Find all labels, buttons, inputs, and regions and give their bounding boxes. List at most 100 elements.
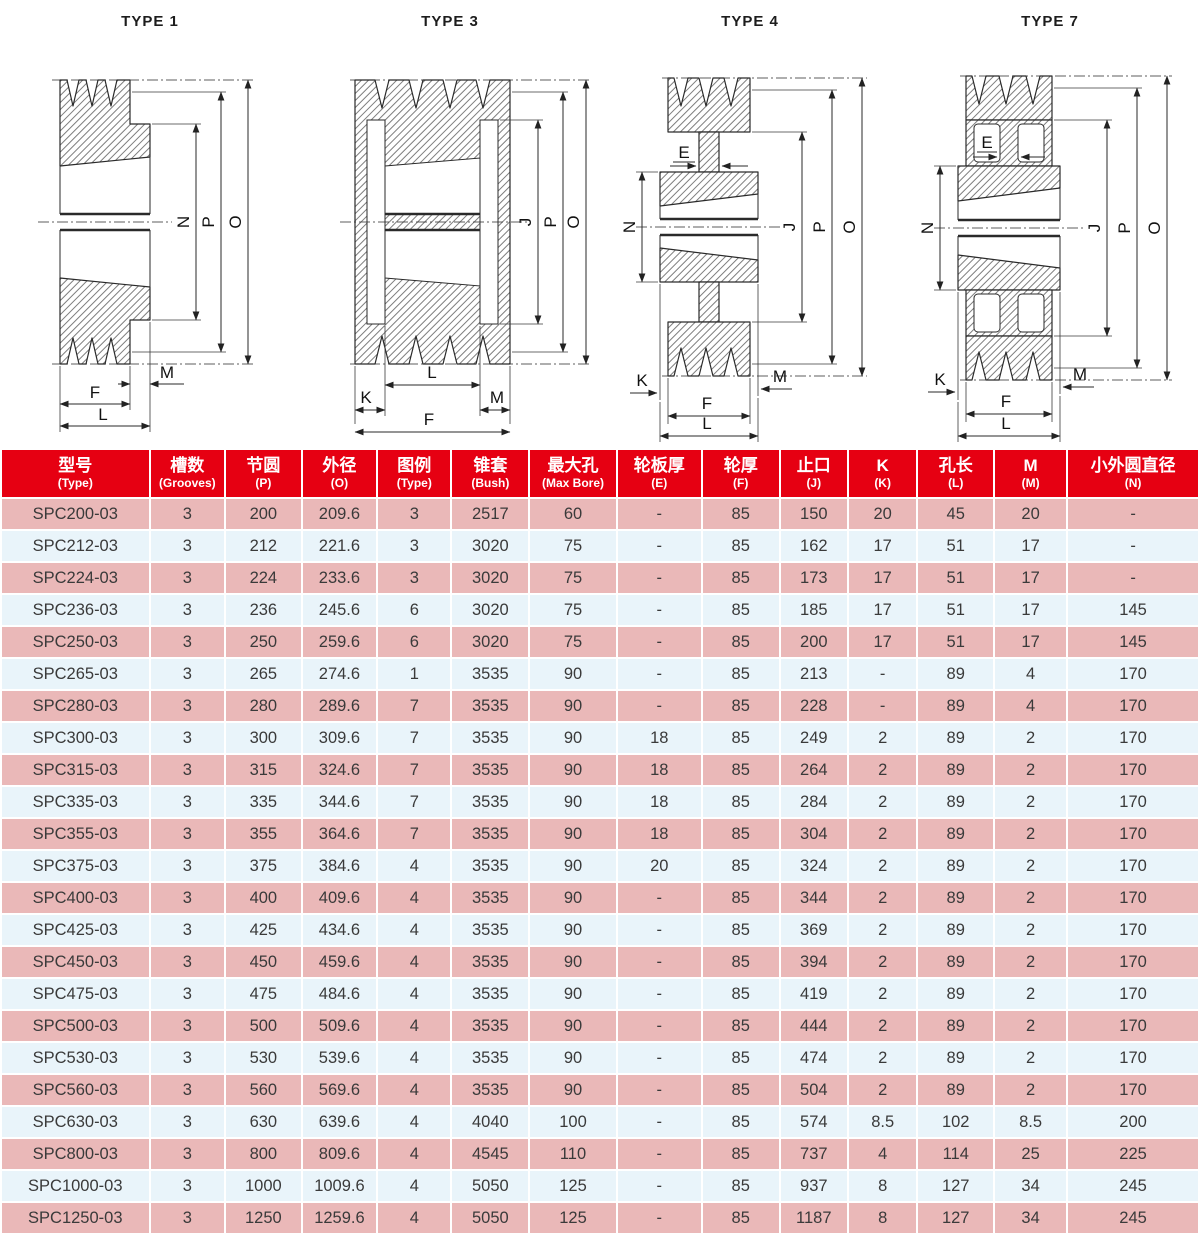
table-cell: - [615, 1009, 703, 1044]
table-cell: 504 [778, 1073, 849, 1108]
header-row: 型号 (Type) 槽数 (Grooves) 节圆 (P) 外径 (O) 图例 (Type) 锥套(… [0, 447, 1200, 500]
table-cell: - [846, 689, 919, 724]
table-cell: 85 [700, 721, 781, 756]
table-cell: 25 [993, 1137, 1069, 1172]
table-row: SPC560-03 3 560 569.6 4 3535 90-85 504 2 89 2 170 [0, 1073, 1200, 1108]
table-cell: 2 [846, 721, 919, 756]
table-cell: 3 [148, 561, 227, 596]
dim-label-L: L [98, 405, 107, 424]
table-cell: 3535 [450, 913, 531, 948]
table-cell: - [615, 1169, 703, 1204]
table-row: SPC630-03 3 630 639.6 4 4040 100-85 574 8.5 102 8.… [0, 1105, 1200, 1140]
diagram-type4: TYPE 4 [600, 0, 900, 448]
pulley-section [934, 75, 1172, 381]
table-cell: 85 [700, 1073, 781, 1108]
table-cell: 4 [376, 977, 453, 1012]
table-cell: 85 [700, 1137, 781, 1172]
table-cell: 85 [700, 593, 781, 628]
table-cell: 4 [993, 657, 1069, 692]
dimension-lines: J P O L K M [354, 79, 590, 436]
table-cell: 375 [224, 849, 303, 884]
table-cell: - [615, 593, 703, 628]
table-cell: 2 [846, 1041, 919, 1076]
table-cell: 85 [700, 1169, 781, 1204]
table-cell: 85 [700, 1201, 781, 1235]
table-cell: 170 [1066, 1009, 1200, 1044]
table-row: SPC265-03 3 265 274.6 1 3535 90-85 213-89 4 170 [0, 657, 1200, 692]
table-cell: 51 [916, 529, 996, 564]
table-cell: 185 [778, 593, 849, 628]
table-cell: 85 [700, 753, 781, 788]
table-cell: 89 [916, 753, 996, 788]
table-cell: 4040 [450, 1105, 531, 1140]
table-cell: - [615, 497, 703, 532]
table-cell: 85 [700, 817, 781, 852]
table-cell: SPC400-03 [0, 881, 151, 916]
table-cell: 335 [224, 785, 303, 820]
table-cell: 444 [778, 1009, 849, 1044]
table-cell: 569.6 [300, 1073, 379, 1108]
type4-drawing: E N J P O [620, 77, 867, 442]
table-cell: 200 [1066, 1105, 1200, 1140]
table-cell: 89 [916, 1009, 996, 1044]
table-cell: 8 [846, 1201, 919, 1235]
dim-label-L: L [427, 363, 436, 382]
table-cell: 75 [528, 625, 618, 660]
table-cell: 89 [916, 721, 996, 756]
table-cell: 8.5 [993, 1105, 1069, 1140]
table-cell: 249 [778, 721, 849, 756]
table-cell: 100 [528, 1105, 618, 1140]
table-cell: 89 [916, 881, 996, 916]
table-cell: 4 [846, 1137, 919, 1172]
table-cell: 170 [1066, 721, 1200, 756]
table-cell: SPC425-03 [0, 913, 151, 948]
table-cell: 1000 [224, 1169, 303, 1204]
table-cell: SPC500-03 [0, 1009, 151, 1044]
table-cell: 484.6 [300, 977, 379, 1012]
table-cell: 425 [224, 913, 303, 948]
table-cell: 85 [700, 1041, 781, 1076]
table-cell: 170 [1066, 913, 1200, 948]
table-row: SPC280-03 3 280 289.6 7 3535 90-85 228-89 4 170 [0, 689, 1200, 724]
table-cell: 90 [528, 721, 618, 756]
table-cell: 75 [528, 593, 618, 628]
column-header: 槽数 (Grooves) [148, 447, 227, 500]
table-cell: 4 [376, 881, 453, 916]
table-cell: - [615, 945, 703, 980]
dim-label-L: L [1001, 414, 1010, 433]
table-cell: 127 [916, 1201, 996, 1235]
diagram-type3: TYPE 3 J [300, 0, 600, 448]
table-cell: 34 [993, 1169, 1069, 1204]
column-header: 轮厚 (F) [700, 447, 781, 500]
table-cell: 170 [1066, 817, 1200, 852]
table-cell: 3535 [450, 977, 531, 1012]
table-cell: 3 [148, 977, 227, 1012]
table-row: SPC425-03 3 425 434.6 4 3535 90-85 369 2 89 2 170 [0, 913, 1200, 948]
table-cell: 90 [528, 753, 618, 788]
table-cell: 3 [148, 1169, 227, 1204]
column-header: M (M) [993, 447, 1069, 500]
table-cell: 5050 [450, 1169, 531, 1204]
table-cell: 85 [700, 945, 781, 980]
table-cell: SPC265-03 [0, 657, 151, 692]
table-cell: 2 [993, 913, 1069, 948]
table-cell: 4 [376, 945, 453, 980]
table-cell: 3 [148, 625, 227, 660]
table-cell: SPC315-03 [0, 753, 151, 788]
table-cell: 173 [778, 561, 849, 596]
table-cell: SPC280-03 [0, 689, 151, 724]
table-cell: 289.6 [300, 689, 379, 724]
table-cell: 3 [148, 849, 227, 884]
table-cell: SPC335-03 [0, 785, 151, 820]
table-row: SPC530-03 3 530 539.6 4 3535 90-85 474 2 89 2 170 [0, 1041, 1200, 1076]
diagram-type1: TYPE 1 [0, 0, 300, 448]
table-cell: 90 [528, 657, 618, 692]
table-cell: 51 [916, 625, 996, 660]
table-cell: 639.6 [300, 1105, 379, 1140]
table-cell: 213 [778, 657, 849, 692]
table-cell: 17 [993, 561, 1069, 596]
table-cell: 4 [376, 913, 453, 948]
table-cell: 90 [528, 1009, 618, 1044]
table-cell: 8.5 [846, 1105, 919, 1140]
